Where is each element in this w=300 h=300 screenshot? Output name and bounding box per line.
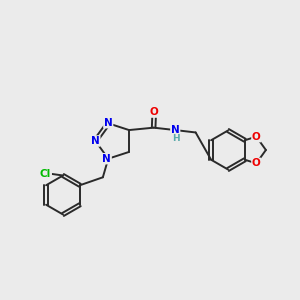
Text: N: N [102,154,111,164]
Text: N: N [91,136,100,146]
Text: Cl: Cl [40,169,51,179]
Text: O: O [252,158,261,168]
Text: O: O [252,132,261,142]
Text: N: N [104,118,112,128]
Text: O: O [150,107,159,117]
Text: N: N [171,125,180,135]
Text: H: H [172,134,179,143]
